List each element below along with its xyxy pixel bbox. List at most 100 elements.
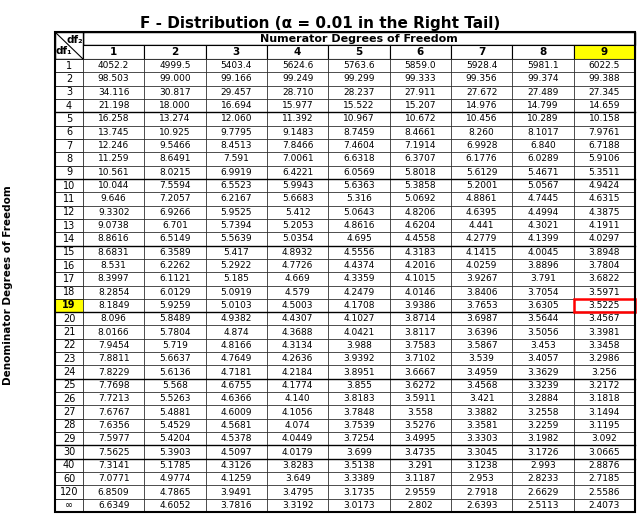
Bar — [205, 419, 267, 432]
Text: 4.2779: 4.2779 — [466, 234, 497, 244]
Bar — [267, 459, 328, 472]
Text: 4.0259: 4.0259 — [466, 261, 497, 270]
Bar — [328, 312, 390, 326]
Text: 10: 10 — [63, 181, 75, 190]
Text: 5.4881: 5.4881 — [159, 408, 191, 416]
Bar — [573, 112, 635, 125]
Text: 18.000: 18.000 — [159, 101, 191, 110]
Text: 5.3858: 5.3858 — [404, 181, 436, 190]
Bar — [267, 232, 328, 246]
Bar — [451, 486, 513, 498]
Bar — [573, 352, 635, 365]
Bar — [55, 299, 83, 312]
Text: 7.0771: 7.0771 — [98, 474, 129, 483]
Text: 3.1195: 3.1195 — [589, 421, 620, 430]
Bar — [83, 392, 145, 406]
Text: 7.2057: 7.2057 — [159, 195, 191, 203]
Bar — [328, 392, 390, 406]
Bar — [513, 459, 573, 472]
Text: 4.7865: 4.7865 — [159, 488, 191, 496]
Bar — [55, 498, 83, 512]
Text: 15.207: 15.207 — [404, 101, 436, 110]
Text: 3.8948: 3.8948 — [589, 248, 620, 256]
Bar — [55, 379, 83, 392]
Bar — [513, 312, 573, 326]
Text: 4.9382: 4.9382 — [221, 314, 252, 324]
Text: 8.096: 8.096 — [100, 314, 127, 324]
Text: 9.0738: 9.0738 — [98, 221, 129, 230]
Text: 9.1483: 9.1483 — [282, 128, 314, 137]
Text: 9.646: 9.646 — [100, 195, 127, 203]
Text: 1: 1 — [66, 61, 72, 71]
Text: 10.044: 10.044 — [98, 181, 129, 190]
Text: 5.9525: 5.9525 — [221, 208, 252, 217]
Text: 6: 6 — [417, 47, 424, 57]
Text: 3.855: 3.855 — [346, 381, 372, 390]
Bar — [390, 379, 451, 392]
Text: 3.5138: 3.5138 — [343, 461, 375, 470]
Text: 4.2479: 4.2479 — [344, 287, 374, 297]
Text: 3.5644: 3.5644 — [527, 314, 559, 324]
Text: 4.4307: 4.4307 — [282, 314, 314, 324]
Bar — [328, 472, 390, 486]
Text: 3.7583: 3.7583 — [404, 341, 436, 350]
Text: 4.2636: 4.2636 — [282, 354, 314, 363]
Text: 8.8616: 8.8616 — [98, 234, 129, 244]
Bar — [205, 498, 267, 512]
Text: 7.5977: 7.5977 — [98, 434, 129, 443]
Text: 60: 60 — [63, 474, 75, 483]
Bar — [328, 232, 390, 246]
Bar — [55, 419, 83, 432]
Bar — [205, 86, 267, 99]
Text: 14.976: 14.976 — [466, 101, 497, 110]
Text: 3.7816: 3.7816 — [221, 501, 252, 510]
Bar — [513, 379, 573, 392]
Text: 4.6009: 4.6009 — [221, 408, 252, 416]
Bar — [267, 299, 328, 312]
Bar — [267, 259, 328, 272]
Text: 3.9386: 3.9386 — [404, 301, 436, 310]
Bar — [205, 72, 267, 86]
Bar — [55, 32, 83, 59]
Text: 6.2167: 6.2167 — [221, 195, 252, 203]
Bar — [83, 179, 145, 192]
Bar — [573, 459, 635, 472]
Bar — [390, 232, 451, 246]
Bar — [205, 192, 267, 205]
Text: 28.710: 28.710 — [282, 88, 314, 97]
Text: 3.1726: 3.1726 — [527, 447, 559, 457]
Bar — [573, 192, 635, 205]
Text: 99.356: 99.356 — [466, 74, 497, 84]
Bar — [267, 379, 328, 392]
Bar — [205, 125, 267, 139]
Text: 3.3192: 3.3192 — [282, 501, 314, 510]
Text: 2: 2 — [66, 74, 72, 84]
Text: 120: 120 — [60, 487, 78, 497]
Bar — [83, 259, 145, 272]
Bar — [55, 326, 83, 339]
Text: 3.3981: 3.3981 — [589, 328, 620, 336]
Bar — [145, 285, 205, 299]
Bar — [145, 392, 205, 406]
Text: 4.5003: 4.5003 — [282, 301, 314, 310]
Bar — [328, 246, 390, 259]
Text: 3.256: 3.256 — [591, 367, 617, 377]
Bar — [513, 326, 573, 339]
Text: 3.0665: 3.0665 — [589, 447, 620, 457]
Bar — [328, 419, 390, 432]
Bar — [328, 112, 390, 125]
Bar — [573, 339, 635, 352]
Bar — [55, 112, 83, 125]
Bar — [328, 486, 390, 498]
Text: 34.116: 34.116 — [98, 88, 129, 97]
Text: 10.289: 10.289 — [527, 115, 559, 123]
Bar — [83, 166, 145, 179]
Text: 3.5056: 3.5056 — [527, 328, 559, 336]
Text: 99.374: 99.374 — [527, 74, 559, 84]
Text: 3.1735: 3.1735 — [343, 488, 375, 496]
Bar — [267, 246, 328, 259]
Text: 8.1849: 8.1849 — [98, 301, 129, 310]
Bar — [83, 472, 145, 486]
Bar — [390, 445, 451, 459]
Bar — [55, 432, 83, 445]
